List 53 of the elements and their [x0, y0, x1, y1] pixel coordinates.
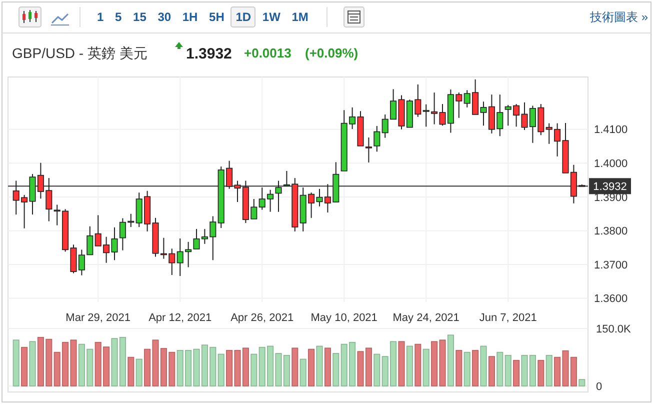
bar: [324, 348, 331, 386]
bar: [496, 352, 504, 386]
bar: [480, 346, 487, 386]
x-tick-label: Apr 12, 2021: [148, 312, 212, 324]
y-tick-label: 1.4100: [594, 124, 628, 136]
bar: [12, 340, 20, 386]
bar: [136, 358, 142, 386]
text: 1.3932: [186, 45, 232, 62]
x-tick-label: Jun 7, 2021: [479, 312, 537, 324]
text: 技術圖表 »: [588, 10, 648, 24]
text: 1 5 15 30 1H 5H 1D 1W 1M: [97, 10, 308, 24]
bar: [374, 354, 380, 386]
bar: [422, 348, 430, 386]
bar: [316, 346, 323, 386]
bar: [406, 346, 413, 386]
bar: [308, 348, 315, 386]
bar: [488, 356, 495, 386]
x-tick-label: Apr 26, 2021: [230, 312, 294, 324]
y-tick-label: 1.3600: [594, 293, 628, 306]
x-tick-label: May 24, 2021: [392, 312, 460, 324]
y-tick-label: 0: [596, 380, 602, 393]
x-tick-label: May 10, 2021: [310, 312, 378, 324]
bar: [292, 348, 298, 386]
candlestick: [275, 180, 282, 212]
text: +0.0013: [244, 46, 292, 61]
bar: [456, 350, 462, 386]
bar: [250, 354, 258, 386]
bar: [29, 341, 36, 386]
bar: [578, 379, 586, 386]
bar: [546, 354, 552, 386]
ref-line-label: 1.3932: [593, 180, 627, 193]
y-tick-label: 150.0K: [596, 323, 632, 336]
bar: [464, 352, 470, 386]
bar: [447, 334, 454, 386]
chart-title: GBP/USD - 英鎊 美元: [12, 44, 148, 61]
bar: [21, 346, 28, 386]
y-tick-label: 1.3800: [594, 226, 628, 238]
bar: [504, 354, 512, 386]
candlestick: [374, 125, 380, 152]
bar: [218, 354, 224, 386]
bar: [472, 350, 479, 386]
bar: [398, 341, 405, 386]
y-tick-label: 1.4000: [594, 158, 628, 170]
y-tick-label: 1.3700: [594, 259, 628, 272]
x-tick-label: Mar 29, 2021: [66, 312, 131, 324]
bar: [513, 360, 520, 386]
bar: [538, 360, 544, 386]
bar: [128, 356, 134, 386]
bar: [414, 344, 422, 386]
bar: [300, 358, 306, 386]
bar: [332, 353, 340, 386]
candlestick: [365, 136, 372, 163]
text: (+0.09%): [305, 46, 358, 61]
